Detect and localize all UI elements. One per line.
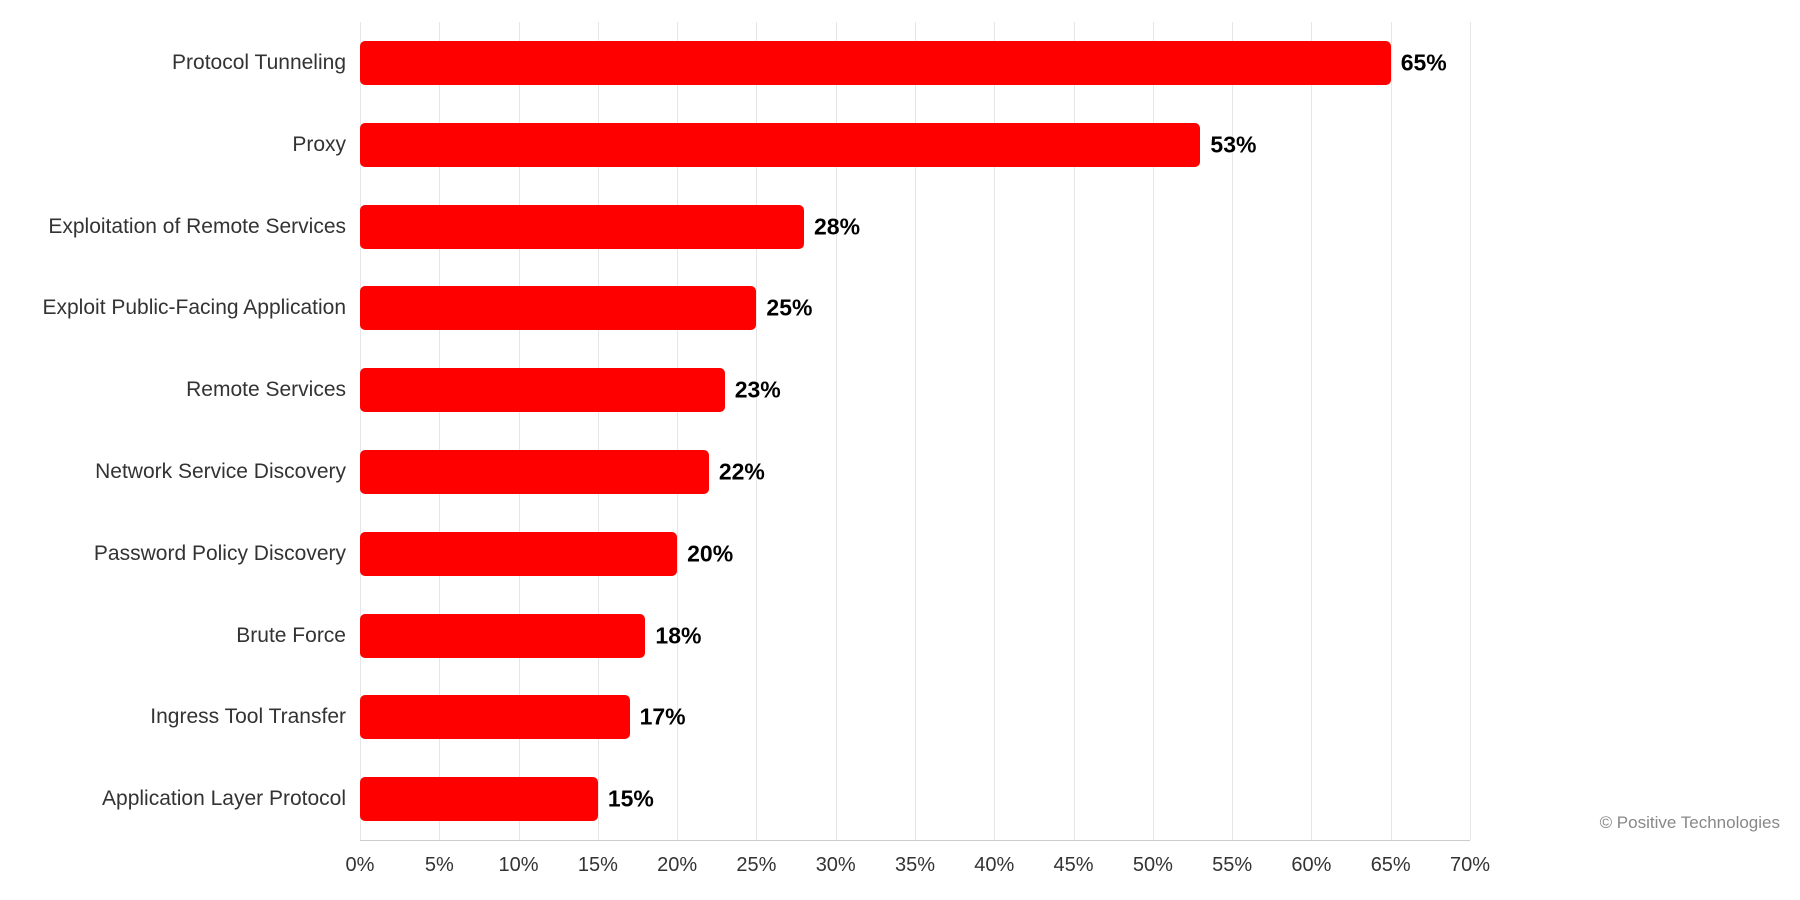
bar-value-label: 65%: [1401, 49, 1447, 76]
x-tick-label: 50%: [1133, 854, 1173, 877]
y-axis-label: Proxy: [292, 133, 346, 157]
bar-value-label: 18%: [655, 622, 701, 649]
bar-value-label: 53%: [1210, 131, 1256, 158]
x-tick-label: 5%: [425, 854, 454, 877]
y-axis-label: Remote Services: [186, 378, 346, 402]
bar: 28%: [360, 205, 804, 249]
bar-value-label: 25%: [766, 295, 812, 322]
x-tick-label: 65%: [1371, 854, 1411, 877]
bar-value-label: 22%: [719, 458, 765, 485]
attribution-text: © Positive Technologies: [1600, 813, 1780, 833]
gridline: [1391, 22, 1392, 840]
y-axis-label: Exploit Public-Facing Application: [43, 296, 347, 320]
bar: 53%: [360, 123, 1200, 167]
x-tick-label: 0%: [346, 854, 375, 877]
x-tick-label: 35%: [895, 854, 935, 877]
x-tick-label: 40%: [974, 854, 1014, 877]
x-tick-label: 25%: [736, 854, 776, 877]
gridline: [1311, 22, 1312, 840]
bar-value-label: 23%: [735, 377, 781, 404]
bar: 17%: [360, 695, 630, 739]
y-axis-label: Protocol Tunneling: [172, 51, 346, 75]
y-axis-label: Exploitation of Remote Services: [48, 215, 346, 239]
bar: 20%: [360, 532, 677, 576]
bar: 23%: [360, 368, 725, 412]
x-tick-label: 20%: [657, 854, 697, 877]
bar: 65%: [360, 41, 1391, 85]
y-axis-label: Brute Force: [236, 624, 346, 648]
plot-area: 0%5%10%15%20%25%30%35%40%45%50%55%60%65%…: [360, 22, 1470, 840]
x-tick-label: 60%: [1291, 854, 1331, 877]
bar: 25%: [360, 286, 756, 330]
x-tick-label: 55%: [1212, 854, 1252, 877]
y-axis-label: Password Policy Discovery: [94, 542, 346, 566]
bar-chart: 0% 5% 10% 15% 20% 25% 30% 35% 40% 45% 50% 55% 60% 65%…: [0, 0, 1800, 900]
x-tick-label: 15%: [578, 854, 618, 877]
bar: 18%: [360, 614, 645, 658]
y-axis-label: Ingress Tool Transfer: [150, 705, 346, 729]
x-axis-baseline: [360, 840, 1470, 841]
bar-value-label: 15%: [608, 786, 654, 813]
bar-value-label: 17%: [640, 704, 686, 731]
bar-value-label: 20%: [687, 540, 733, 567]
bar: 15%: [360, 777, 598, 821]
y-axis-label: Application Layer Protocol: [102, 787, 346, 811]
gridline: [1470, 22, 1471, 840]
y-axis-label: Network Service Discovery: [95, 460, 346, 484]
x-tick-label: 70%: [1450, 854, 1490, 877]
x-tick-label: 10%: [499, 854, 539, 877]
x-tick-label: 45%: [1054, 854, 1094, 877]
x-tick-label: 30%: [816, 854, 856, 877]
bar-value-label: 28%: [814, 213, 860, 240]
bar: 22%: [360, 450, 709, 494]
